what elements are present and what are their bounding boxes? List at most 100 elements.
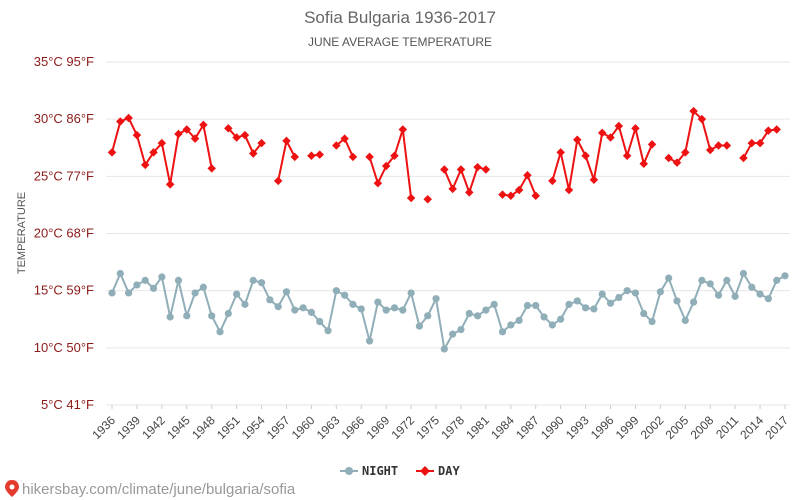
day-point[interactable] <box>273 176 283 186</box>
day-point[interactable] <box>523 170 532 180</box>
night-point[interactable] <box>515 316 523 324</box>
day-point[interactable] <box>531 191 540 201</box>
night-point[interactable] <box>449 330 457 338</box>
day-point[interactable] <box>597 128 607 138</box>
night-point[interactable] <box>457 325 465 334</box>
day-point[interactable] <box>564 185 574 195</box>
night-point[interactable] <box>349 300 357 308</box>
day-point[interactable] <box>107 148 117 157</box>
day-point[interactable] <box>456 165 466 174</box>
day-point[interactable] <box>556 148 565 157</box>
day-point[interactable] <box>398 125 408 134</box>
day-point[interactable] <box>257 138 266 148</box>
night-point[interactable] <box>158 273 166 281</box>
night-point[interactable] <box>307 308 316 316</box>
night-point[interactable] <box>324 327 332 335</box>
night-point[interactable] <box>399 306 407 314</box>
night-point[interactable] <box>498 328 507 336</box>
day-point[interactable] <box>290 152 300 162</box>
night-point[interactable] <box>332 287 340 295</box>
day-point[interactable] <box>747 138 757 148</box>
night-point[interactable] <box>540 313 548 321</box>
night-point[interactable] <box>606 299 615 307</box>
night-point[interactable] <box>532 301 540 310</box>
day-point[interactable] <box>481 165 491 174</box>
night-point[interactable] <box>648 317 656 326</box>
night-point[interactable] <box>241 300 249 308</box>
night-point[interactable] <box>291 306 299 314</box>
day-point[interactable] <box>157 138 167 148</box>
night-point[interactable] <box>174 276 183 284</box>
night-point[interactable] <box>631 289 640 297</box>
night-point[interactable] <box>424 312 432 320</box>
day-point[interactable] <box>282 136 291 146</box>
night-point[interactable] <box>357 305 365 313</box>
day-point[interactable] <box>622 151 632 160</box>
day-point[interactable] <box>423 194 432 204</box>
night-point[interactable] <box>473 312 482 320</box>
night-point[interactable] <box>249 276 257 284</box>
night-point[interactable] <box>183 312 191 320</box>
day-point[interactable] <box>573 135 582 144</box>
night-point[interactable] <box>191 289 199 297</box>
day-point[interactable] <box>498 190 507 199</box>
night-point[interactable] <box>149 284 158 292</box>
day-point[interactable] <box>332 141 341 150</box>
night-point[interactable] <box>656 288 664 296</box>
day-point[interactable] <box>165 180 175 189</box>
day-point[interactable] <box>739 153 748 163</box>
day-point[interactable] <box>116 117 125 126</box>
day-point[interactable] <box>174 129 183 139</box>
night-point[interactable] <box>640 309 648 318</box>
night-point[interactable] <box>756 290 764 298</box>
day-point[interactable] <box>149 148 158 157</box>
day-point[interactable] <box>473 162 482 172</box>
day-point[interactable] <box>249 149 258 158</box>
night-point[interactable] <box>739 269 748 278</box>
night-point[interactable] <box>166 313 174 321</box>
night-point[interactable] <box>108 289 116 297</box>
night-point[interactable] <box>274 303 282 311</box>
day-point[interactable] <box>340 134 349 143</box>
day-point[interactable] <box>639 159 648 168</box>
night-point[interactable] <box>266 296 274 304</box>
night-point[interactable] <box>465 309 473 318</box>
night-point[interactable] <box>557 315 565 323</box>
day-point[interactable] <box>440 165 449 174</box>
night-point[interactable] <box>573 297 581 305</box>
night-point[interactable] <box>125 289 133 297</box>
day-point[interactable] <box>664 153 673 163</box>
day-point[interactable] <box>207 164 216 173</box>
night-point[interactable] <box>507 321 515 329</box>
day-point[interactable] <box>448 184 457 194</box>
night-point[interactable] <box>341 291 349 299</box>
day-point[interactable] <box>381 161 391 171</box>
legend-item-night[interactable]: NIGHT <box>340 464 398 478</box>
day-point[interactable] <box>232 133 241 142</box>
night-point[interactable] <box>224 309 232 318</box>
day-point[interactable] <box>182 125 192 134</box>
night-point[interactable] <box>299 304 307 312</box>
night-point[interactable] <box>199 283 207 291</box>
night-point[interactable] <box>257 279 266 287</box>
night-point[interactable] <box>773 276 781 284</box>
night-point[interactable] <box>623 287 631 295</box>
night-point[interactable] <box>731 292 739 300</box>
day-point[interactable] <box>390 151 399 160</box>
day-point[interactable] <box>373 178 383 188</box>
night-point[interactable] <box>432 295 440 303</box>
night-point[interactable] <box>390 304 399 312</box>
day-point[interactable] <box>307 151 316 160</box>
day-point[interactable] <box>365 152 374 162</box>
night-point[interactable] <box>698 276 706 284</box>
night-point[interactable] <box>706 280 714 288</box>
day-point[interactable] <box>647 140 657 149</box>
night-point[interactable] <box>523 301 532 310</box>
day-point[interactable] <box>190 134 200 143</box>
night-point[interactable] <box>316 317 324 326</box>
night-point[interactable] <box>374 298 382 306</box>
day-point[interactable] <box>132 130 142 140</box>
day-point[interactable] <box>140 160 150 170</box>
night-point[interactable] <box>133 281 141 289</box>
day-point[interactable] <box>124 113 133 123</box>
